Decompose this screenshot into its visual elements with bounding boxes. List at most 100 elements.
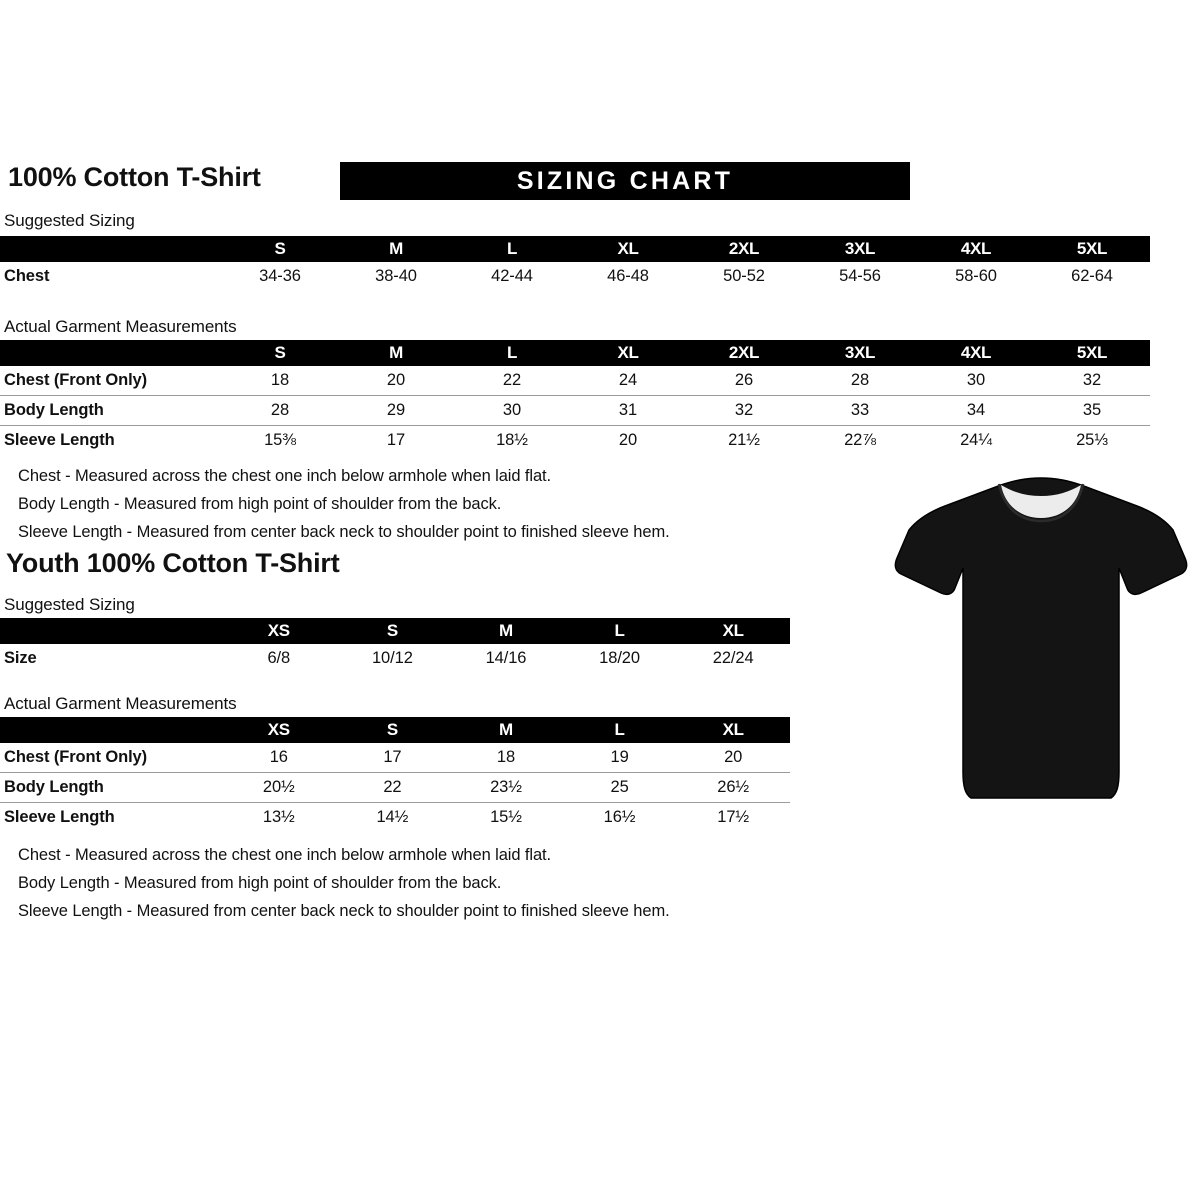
cell-value: 20 [724, 748, 743, 766]
cell-value: 16½ [562, 802, 677, 832]
table-row: Sleeve Length 13½ 14½ 15½ 16½ 17½ [0, 802, 790, 832]
table-row: Chest 34-36 38-40 42-44 46-48 50-52 54-5… [0, 262, 1150, 291]
cell-value: 20 [570, 425, 686, 455]
adult-measurements-caption: Actual Garment Measurements [4, 317, 237, 336]
cell-value: 21½ [686, 425, 802, 455]
youth-measurement-notes: Chest - Measured across the chest one in… [18, 841, 670, 925]
column-header-m: M [389, 239, 403, 258]
cell-value: 33 [802, 395, 918, 426]
cell-value: 14/16 [485, 649, 527, 667]
column-header-s: S [386, 720, 398, 739]
cell-value: 34 [918, 395, 1034, 426]
column-header-xl: XL [722, 720, 744, 739]
column-header-2xl: 2XL [728, 239, 760, 258]
row-label: Size [4, 649, 37, 667]
cell-value: 29 [338, 395, 454, 426]
column-header-xl: XL [617, 239, 639, 258]
table-row: Chest (Front Only) 18 20 22 24 26 28 30 … [0, 366, 1150, 396]
page-header: 100% Cotton T-Shirt SIZING CHART [0, 160, 1200, 206]
adult-measurements-table: S M L XL 2XL 3XL 4XL 5XL Chest (Front On… [0, 340, 1150, 455]
sizing-chart-banner-label: SIZING CHART [516, 166, 734, 195]
table-row: Size 6/8 10/12 14/16 18/20 22/24 [0, 644, 790, 673]
tshirt-illustration [893, 472, 1189, 808]
sizing-chart-banner: SIZING CHART [340, 162, 910, 200]
column-header-s: S [274, 343, 286, 362]
row-label: Body Length [0, 772, 222, 803]
cell-value: 22 [502, 371, 522, 389]
table-row: Body Length 20½ 22 23½ 25 26½ [0, 772, 790, 803]
adult-measurement-notes: Chest - Measured across the chest one in… [18, 462, 670, 546]
table-header-row: S M L XL 2XL 3XL 4XL 5XL [0, 236, 1150, 262]
row-label: Chest (Front Only) [4, 371, 148, 389]
youth-measurements-caption: Actual Garment Measurements [4, 694, 237, 713]
cell-value: 32 [686, 395, 802, 426]
row-label: Body Length [0, 395, 222, 426]
cell-value: 35 [1034, 395, 1150, 426]
column-header-xs: XS [267, 621, 290, 640]
column-header-blank [0, 717, 222, 743]
tshirt-icon [894, 477, 1188, 799]
note-body-length: Body Length - Measured from high point o… [18, 495, 502, 513]
cell-value: 54-56 [839, 267, 881, 285]
column-header-3xl: 3XL [844, 343, 876, 362]
column-header-5xl: 5XL [1076, 239, 1108, 258]
table-row: Sleeve Length 15⅜ 17 18½ 20 21½ 22⅞ 24¼ … [0, 425, 1150, 455]
column-header-2xl: 2XL [728, 343, 760, 362]
cell-value: 20½ [222, 772, 336, 803]
column-header-blank [0, 618, 222, 644]
cell-value: 17 [338, 425, 454, 455]
cell-value: 58-60 [955, 267, 997, 285]
cell-value: 25⅓ [1034, 425, 1150, 455]
column-header-l: L [506, 343, 518, 362]
cell-value: 38-40 [375, 267, 417, 285]
cell-value: 42-44 [491, 267, 533, 285]
cell-value: 18 [496, 748, 516, 766]
column-header-xs: XS [267, 720, 290, 739]
cell-value: 30 [966, 371, 986, 389]
row-label: Chest [4, 267, 50, 285]
cell-value: 50-52 [723, 267, 765, 285]
column-header-l: L [614, 621, 625, 640]
cell-value: 20 [386, 371, 406, 389]
column-header-m: M [499, 621, 513, 640]
column-header-l: L [506, 239, 518, 258]
cell-value: 6/8 [267, 649, 291, 667]
cell-value: 16 [269, 748, 288, 766]
note-body-length: Body Length - Measured from high point o… [18, 874, 502, 892]
cell-value: 25 [562, 772, 677, 803]
column-header-m: M [499, 720, 513, 739]
table-header-row: XS S M L XL [0, 618, 790, 644]
cell-value: 24 [618, 371, 638, 389]
cell-value: 13½ [222, 802, 336, 832]
cell-value: 46-48 [607, 267, 649, 285]
column-header-l: L [614, 720, 625, 739]
column-header-5xl: 5XL [1076, 343, 1108, 362]
row-label: Sleeve Length [0, 425, 222, 455]
cell-value: 17½ [676, 802, 790, 832]
cell-value: 14½ [335, 802, 450, 832]
adult-suggested-sizing-caption: Suggested Sizing [4, 211, 135, 230]
cell-value: 23½ [449, 772, 563, 803]
cell-value: 34-36 [259, 267, 301, 285]
cell-value: 10/12 [371, 649, 413, 667]
column-header-s: S [386, 621, 398, 640]
note-chest: Chest - Measured across the chest one in… [18, 846, 551, 864]
cell-value: 28 [850, 371, 870, 389]
cell-value: 19 [610, 748, 629, 766]
cell-value: 18 [270, 371, 290, 389]
column-header-m: M [389, 343, 403, 362]
table-header-row: XS S M L XL [0, 717, 790, 743]
youth-measurements-table: XS S M L XL Chest (Front Only) 16 17 18 … [0, 717, 790, 832]
table-row: Body Length 28 29 30 31 32 33 34 35 [0, 395, 1150, 426]
column-header-xl: XL [722, 621, 744, 640]
column-header-4xl: 4XL [960, 343, 992, 362]
cell-value: 31 [570, 395, 686, 426]
cell-value: 18½ [454, 425, 570, 455]
cell-value: 17 [383, 748, 402, 766]
column-header-s: S [274, 239, 286, 258]
youth-suggested-sizing-table: XS S M L XL Size 6/8 10/12 14/16 18/20 2… [0, 618, 790, 673]
cell-value: 62-64 [1071, 267, 1113, 285]
column-header-4xl: 4XL [960, 239, 992, 258]
cell-value: 26½ [676, 772, 790, 803]
